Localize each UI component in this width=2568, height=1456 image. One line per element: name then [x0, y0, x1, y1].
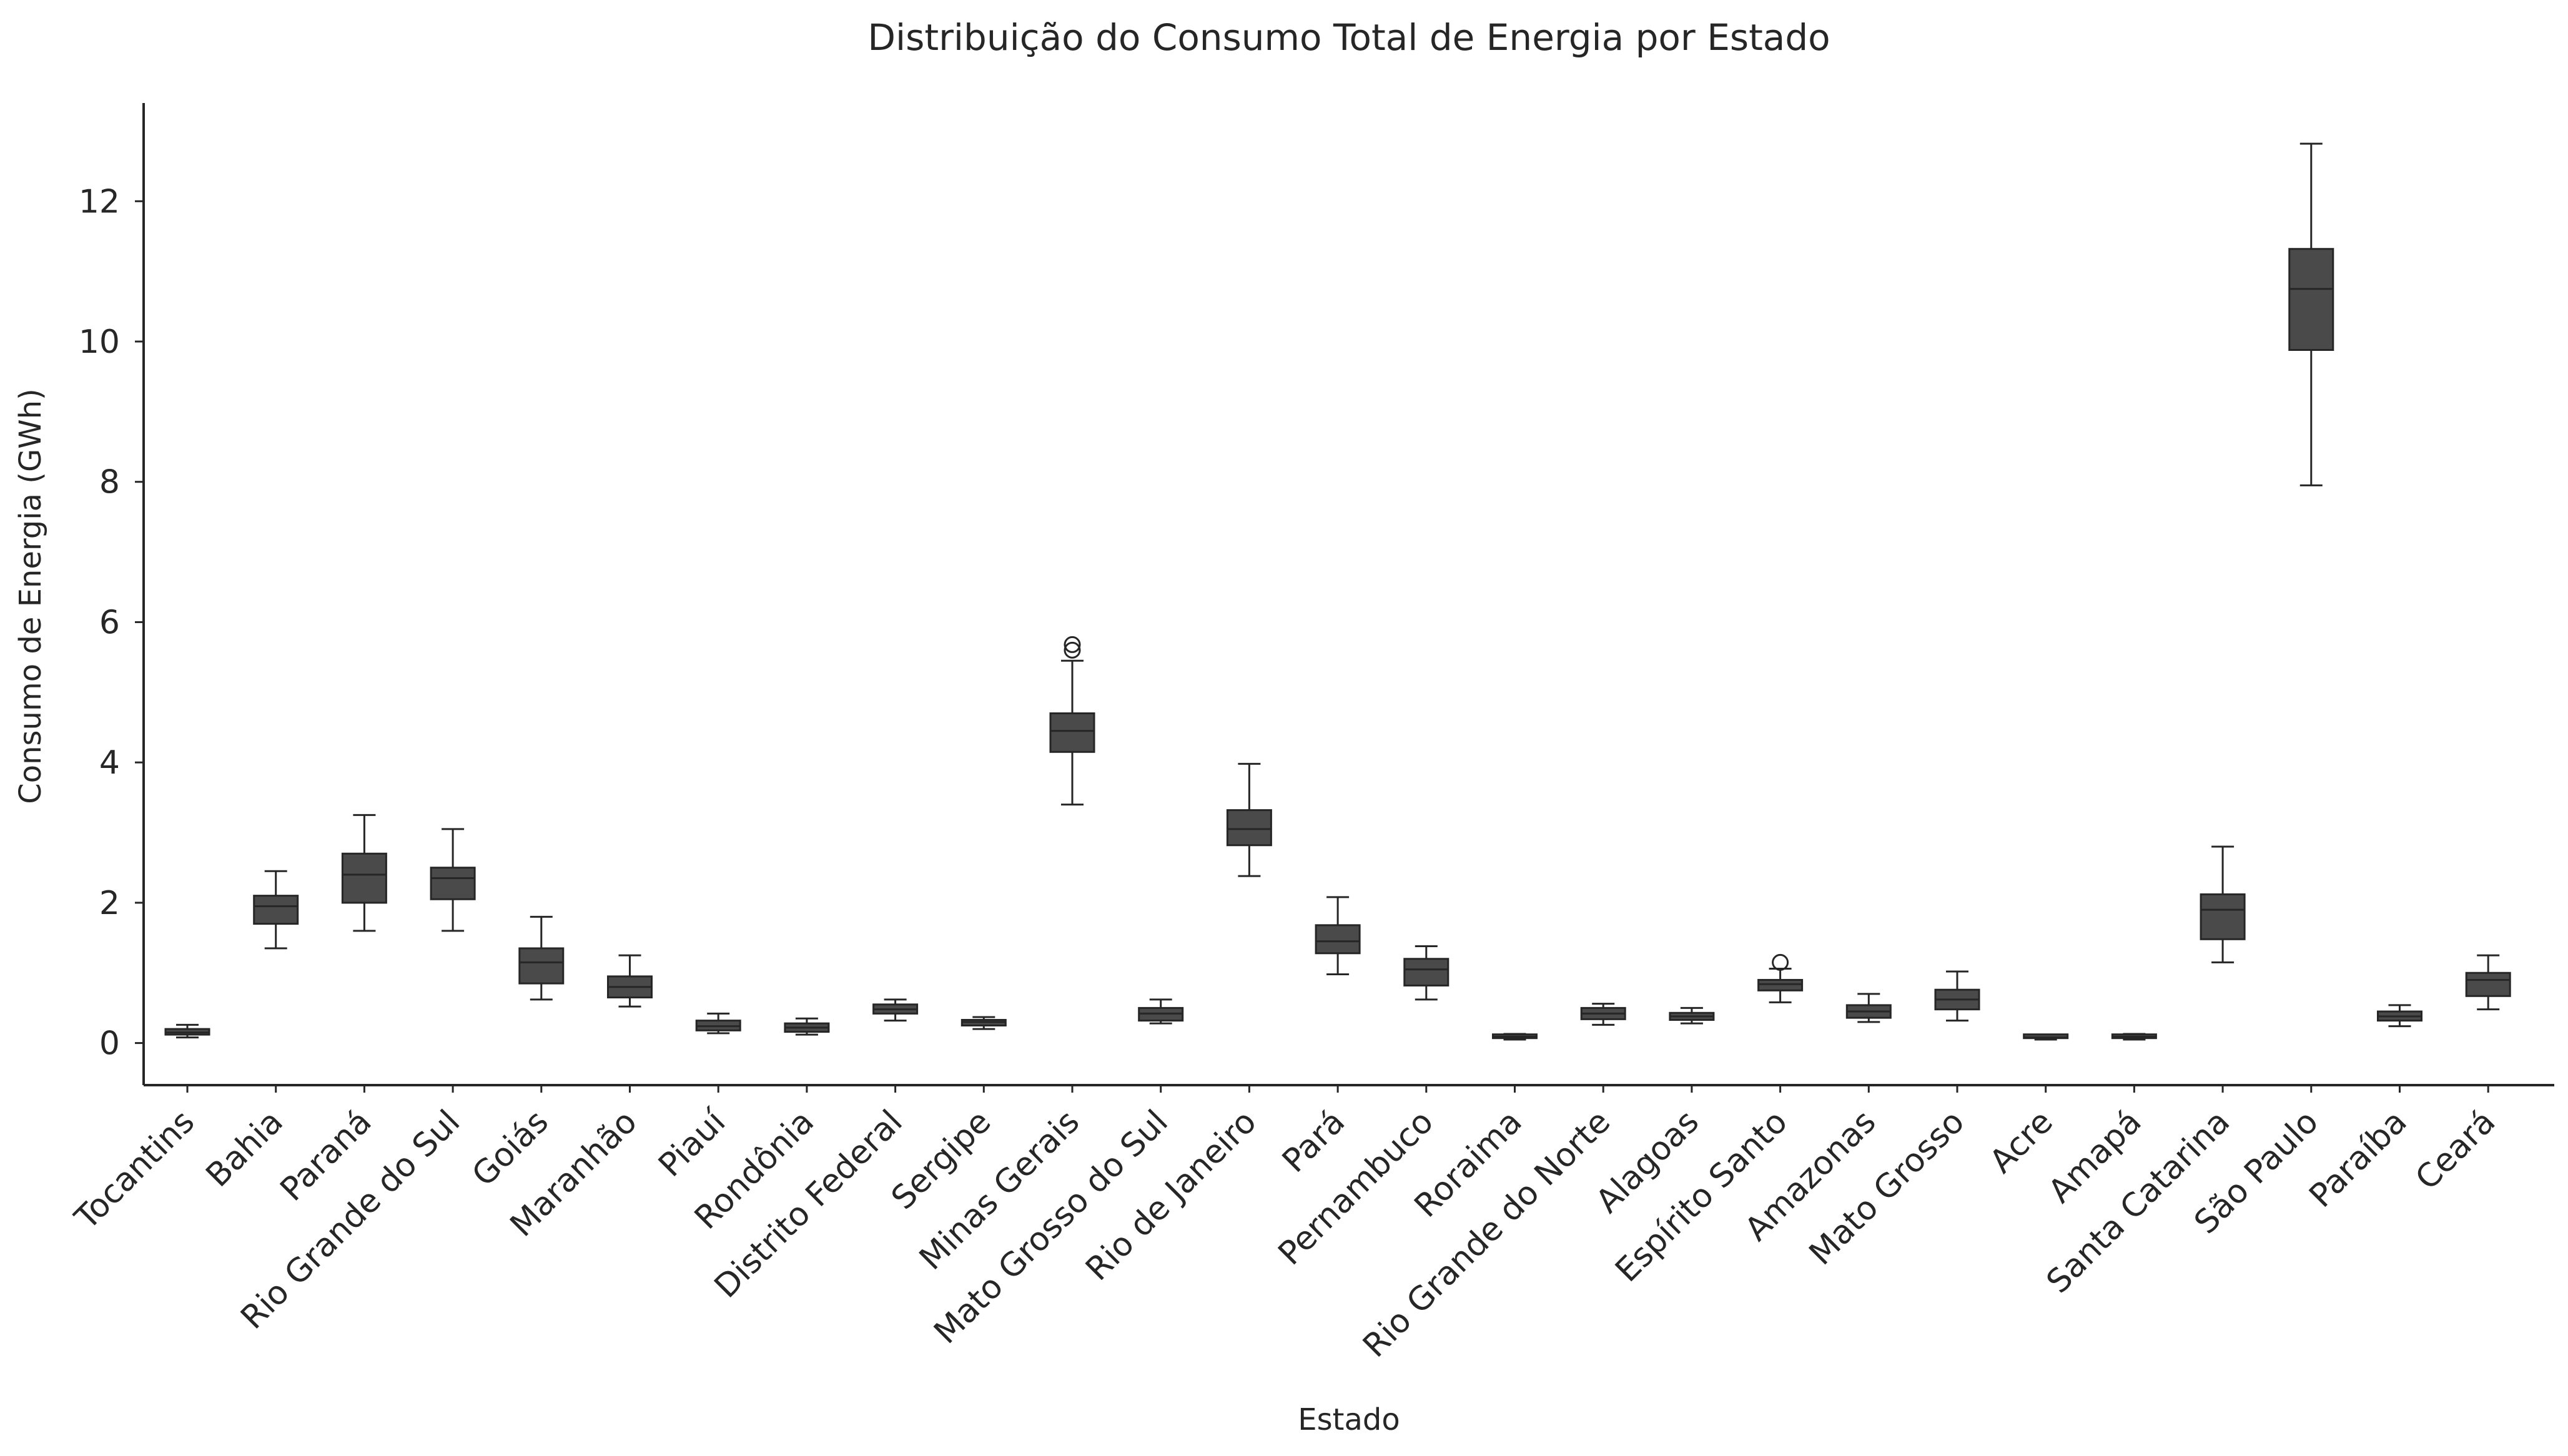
y-tick-label: 8: [99, 464, 120, 501]
box-16: [1492, 1033, 1538, 1041]
box-iqr: [1403, 958, 1449, 986]
y-tick-label: 0: [99, 1025, 120, 1063]
box-iqr: [2200, 893, 2246, 940]
box-22: [2023, 1033, 2069, 1041]
box-14: [1315, 896, 1361, 975]
box-20: [1845, 993, 1892, 1023]
x-tick-label: Piauí: [651, 1103, 733, 1184]
outlier-point: [1064, 641, 1081, 659]
box-6: [607, 954, 653, 1008]
box-iqr: [1049, 712, 1095, 753]
box-25: [2288, 142, 2334, 486]
box-15: [1403, 945, 1449, 1001]
x-tick-label: Pará: [1275, 1103, 1352, 1180]
box-iqr: [430, 867, 476, 900]
x-tick-label: Paraíba: [2302, 1103, 2414, 1215]
box-iqr: [1757, 978, 1804, 991]
chart-title: Distribuição do Consumo Total de Energia…: [867, 16, 1830, 59]
box-19: [1757, 953, 1804, 1003]
box-5: [518, 915, 565, 1001]
x-tick-label: Mato Grosso: [1802, 1103, 1972, 1272]
box-7: [695, 1012, 741, 1035]
box-iqr: [1315, 924, 1361, 955]
box-13: [1226, 762, 1272, 877]
box-24: [2200, 845, 2246, 963]
box-12: [1138, 998, 1184, 1025]
x-axis-label: Estado: [1298, 1402, 1400, 1437]
y-tick-label: 2: [99, 885, 120, 922]
y-tick-label: 12: [79, 183, 120, 220]
y-tick-label: 4: [99, 744, 120, 782]
box-iqr: [518, 947, 565, 985]
x-tick-label: Acre: [1983, 1103, 2060, 1181]
x-tick-label: Pernambuco: [1272, 1103, 1441, 1272]
outlier-point: [1772, 953, 1789, 971]
y-tick-label: 10: [79, 323, 120, 361]
box-27: [2465, 954, 2511, 1011]
box-11: [1049, 636, 1095, 806]
box-21: [1934, 970, 1980, 1022]
x-tick-label: Minas Gerais: [912, 1103, 1087, 1277]
box-23: [2111, 1033, 2157, 1041]
box-4: [430, 828, 476, 932]
box-1: [164, 1023, 210, 1039]
box-3: [341, 814, 387, 932]
box-18: [1669, 1006, 1715, 1025]
box-26: [2377, 1004, 2422, 1028]
box-2: [253, 870, 299, 950]
outlier-point: [1064, 636, 1081, 653]
box-iqr: [341, 852, 387, 904]
box-iqr: [1226, 809, 1272, 847]
x-tick-label: Ceará: [2408, 1103, 2502, 1198]
box-9: [872, 998, 919, 1022]
y-axis-label: Consumo de Energia (GWh): [13, 388, 48, 804]
box-17: [1580, 1003, 1626, 1026]
box-iqr: [2288, 248, 2334, 351]
box-8: [784, 1017, 830, 1036]
box-10: [961, 1016, 1007, 1030]
x-tick-label: Tocantins: [67, 1103, 202, 1237]
box-iqr: [2465, 971, 2511, 997]
box-iqr: [253, 895, 299, 925]
y-tick-label: 6: [99, 604, 120, 641]
